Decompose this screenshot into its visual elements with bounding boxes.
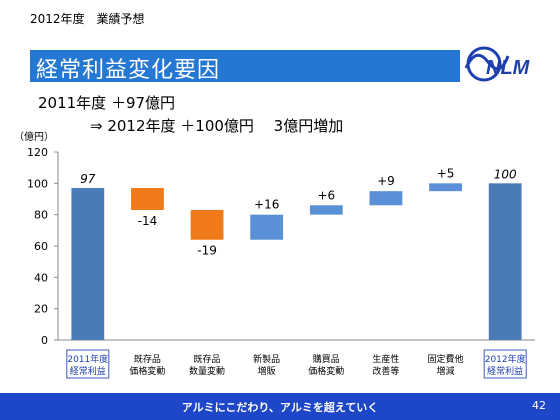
logo-text: NLM bbox=[486, 57, 531, 79]
y-tick-label: 40 bbox=[34, 271, 48, 284]
data-label: -19 bbox=[197, 244, 217, 258]
data-label: 97 bbox=[80, 172, 96, 186]
category-label: 経常利益 bbox=[487, 365, 523, 377]
data-label: +9 bbox=[377, 174, 395, 188]
data-label: +16 bbox=[254, 198, 279, 212]
category-label: 2011年度 bbox=[67, 353, 108, 365]
report-subtitle: 2012年度 業績予想 bbox=[30, 12, 145, 26]
company-logo: NLM bbox=[462, 38, 548, 88]
category-label: 生産性 bbox=[372, 353, 399, 365]
category-label: 新製品 bbox=[253, 353, 280, 365]
page-number: 42 bbox=[532, 399, 546, 412]
footer-slogan: アルミにこだわり、アルミを超えていく bbox=[181, 401, 379, 414]
summary-line-1: 2011年度 ＋97億円 bbox=[38, 94, 176, 112]
y-axis-label: （億円） bbox=[14, 132, 54, 143]
category-label: 既存品 bbox=[194, 353, 221, 365]
y-tick-label: 120 bbox=[27, 146, 48, 159]
waterfall-chart: 020406080100120972011年度経常利益-14既存品価格変動-19… bbox=[27, 146, 535, 379]
y-tick-label: 20 bbox=[34, 303, 48, 316]
bar bbox=[190, 209, 224, 240]
y-tick-label: 60 bbox=[34, 240, 48, 253]
y-tick-label: 0 bbox=[41, 334, 48, 347]
page-title: 経常利益変化要因 bbox=[36, 58, 221, 83]
y-tick-label: 100 bbox=[27, 177, 48, 190]
category-label: 購買品 bbox=[313, 353, 340, 365]
category-label: 固定費他 bbox=[428, 353, 464, 365]
category-label: 数量変動 bbox=[189, 365, 225, 377]
category-label: 価格変動 bbox=[308, 365, 344, 377]
category-label: 2012年度 bbox=[485, 353, 526, 365]
category-label: 増販 bbox=[258, 365, 276, 377]
bar bbox=[488, 183, 522, 340]
bar bbox=[250, 214, 284, 240]
bar bbox=[369, 191, 403, 206]
category-label: 改善等 bbox=[372, 365, 399, 377]
data-label: +6 bbox=[317, 188, 335, 202]
bar bbox=[309, 205, 343, 215]
category-label-box bbox=[483, 349, 527, 379]
bar bbox=[429, 183, 462, 192]
bar bbox=[71, 188, 105, 340]
data-label: +5 bbox=[437, 166, 455, 180]
data-label: -14 bbox=[138, 214, 158, 228]
category-label-box bbox=[66, 349, 110, 379]
category-label: 価格変動 bbox=[129, 365, 165, 377]
footer-bar: アルミにこだわり、アルミを超えていく 42 bbox=[0, 393, 560, 420]
y-tick-label: 80 bbox=[34, 209, 48, 222]
category-label: 経常利益 bbox=[70, 365, 106, 377]
category-label: 増減 bbox=[437, 365, 455, 377]
summary-line-2: ⇒ 2012年度 ＋100億円 3億円増加 bbox=[90, 117, 344, 135]
data-label: 100 bbox=[494, 167, 517, 181]
bar bbox=[131, 188, 164, 210]
title-bar: 経常利益変化要因 bbox=[30, 50, 460, 83]
category-label: 既存品 bbox=[134, 353, 161, 365]
